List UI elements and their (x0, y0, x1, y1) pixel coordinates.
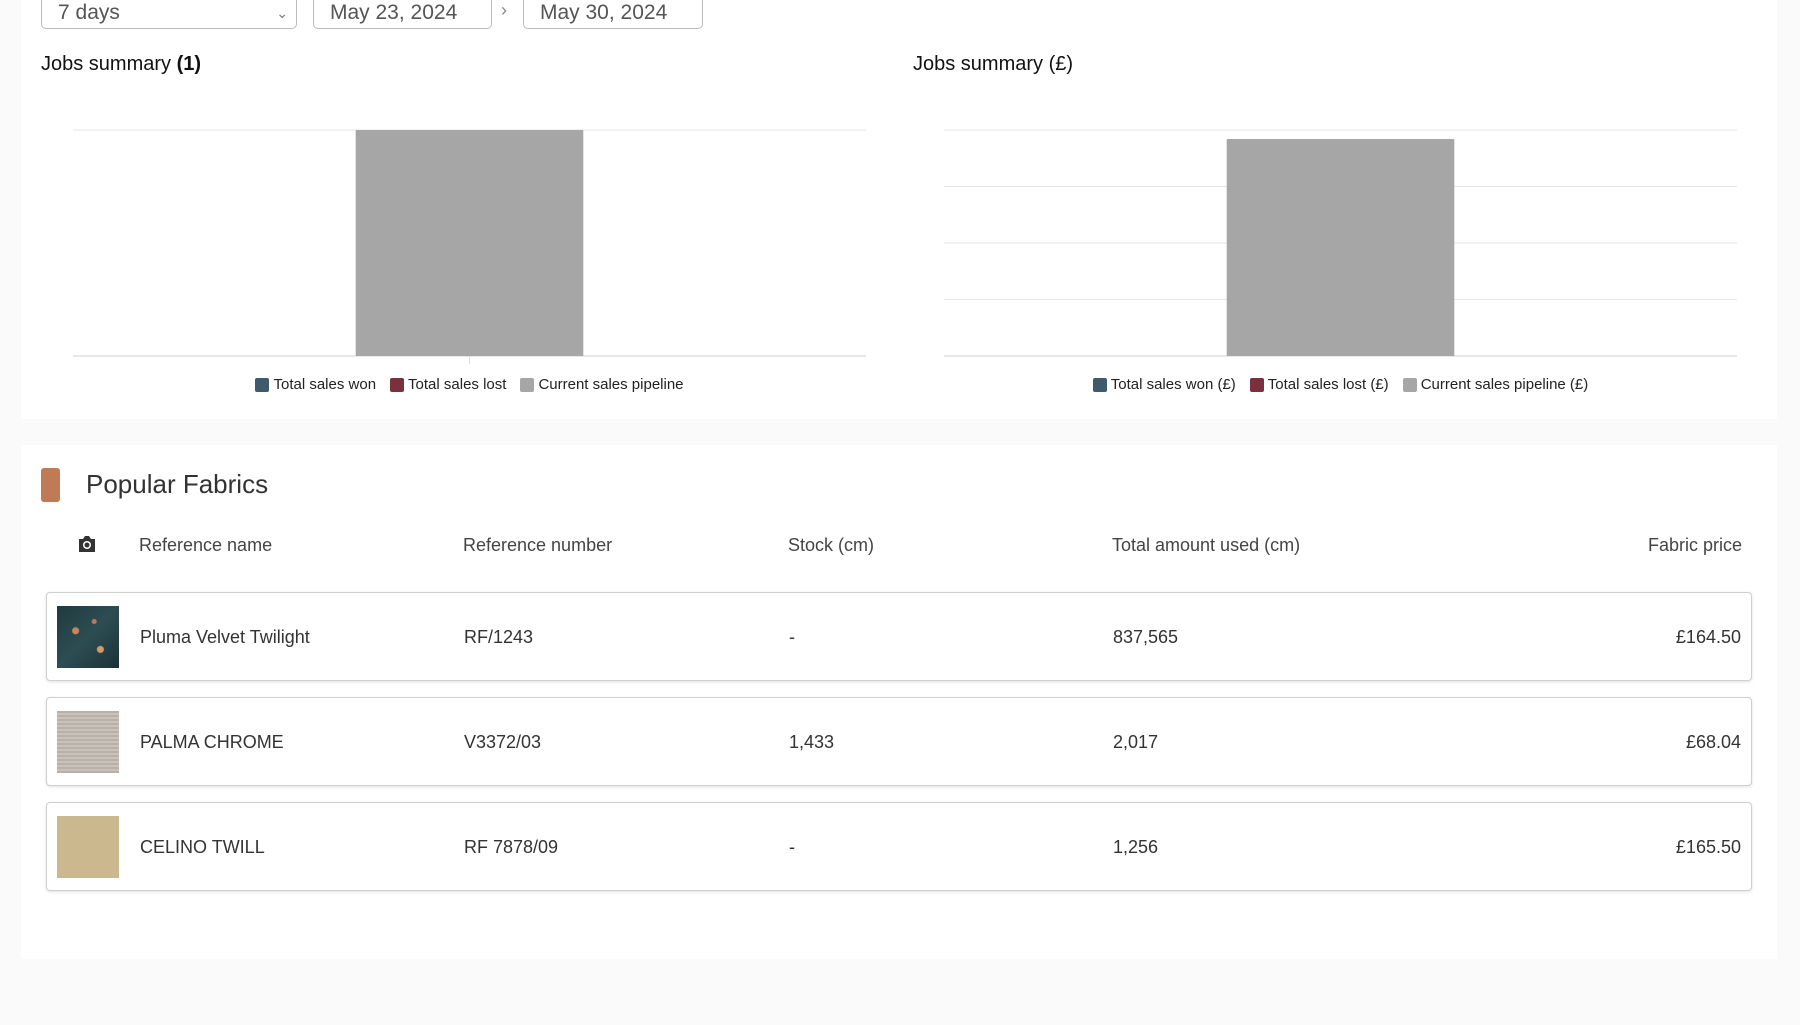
chart-title: Jobs summary (£) (913, 53, 1073, 76)
cell: 837,565 (1113, 627, 1179, 647)
arrow: › (501, 0, 507, 20)
period: 7 days (58, 1, 120, 24)
end-text: May 30, 2024 (540, 1, 668, 24)
legend-label: Total sales won (£) (1110, 376, 1236, 393)
chevron: ⌄ (276, 5, 288, 21)
charts-panel (21, 0, 1777, 419)
chart-title: Jobs summary (1) (41, 53, 201, 76)
legend-item: Current sales pipeline (£) (1402, 376, 1589, 393)
cell: 1,256 (1113, 837, 1159, 857)
legend-swatch (1402, 377, 1417, 392)
legend-swatch (520, 377, 535, 392)
table-row: PALMA CHROME V3372/03 1,433 2,017 £68.04 (46, 697, 1752, 786)
title-text: Jobs summary (£) (913, 53, 1074, 75)
start-text: May 23, 2024 (330, 1, 458, 24)
legend: Total sales won Total sales lost Current s… (73, 376, 866, 393)
plot (73, 129, 866, 364)
cell: Pluma Velvet Twilight (140, 627, 310, 647)
legend-item: Total sales lost (390, 376, 506, 393)
bar (355, 130, 584, 356)
cell: CELINO TWILL (140, 837, 265, 857)
legend-swatch (1092, 377, 1107, 392)
legend-label: Total sales lost (408, 376, 507, 393)
table-row: CELINO TWILL RF 7878/09 - 1,256 £165.50 (46, 802, 1752, 891)
start-date[interactable]: May 23, 2024 (313, 0, 492, 29)
cell: £164.50 (1675, 627, 1741, 647)
section-title: Popular Fabrics (86, 469, 269, 499)
legend: Total sales won (£) Total sales lost (£) C… (944, 376, 1737, 393)
cell: 2,017 (1113, 732, 1159, 752)
legend-label: Current sales pipeline (538, 376, 684, 393)
legend-item: Total sales won (255, 376, 376, 393)
legend-label: Current sales pipeline (£) (1420, 376, 1589, 393)
end-date[interactable]: May 30, 2024 (523, 0, 703, 29)
camera-icon (79, 536, 95, 552)
fabric-thumbnail (57, 711, 119, 773)
period-select[interactable]: 7 days ⌄ (41, 0, 297, 29)
cell: - (789, 837, 795, 857)
title-note: (1) (176, 53, 202, 75)
legend-item: Total sales lost (£) (1249, 376, 1389, 393)
cell: - (789, 627, 795, 647)
column-header: Total amount used (cm) (1112, 535, 1301, 555)
cell: RF 7878/09 (464, 837, 559, 857)
cell: £68.04 (1685, 732, 1741, 752)
fabric-thumbnail (57, 606, 119, 668)
legend-label: Total sales won (273, 376, 377, 393)
legend-swatch (1249, 377, 1264, 392)
plot (944, 129, 1737, 357)
legend-item: Total sales won (£) (1092, 376, 1236, 393)
column-header: Reference name (139, 535, 273, 555)
cell: RF/1243 (464, 627, 534, 647)
cell: £165.50 (1675, 837, 1741, 857)
legend-item: Current sales pipeline (520, 376, 684, 393)
table-row: Pluma Velvet Twilight RF/1243 - 837,565 £164… (46, 592, 1752, 681)
title-text: Jobs summary (41, 53, 172, 75)
bar (1226, 139, 1455, 356)
section-marker (41, 468, 60, 502)
cell: 1,433 (789, 732, 835, 752)
cell: V3372/03 (464, 732, 542, 752)
fabric-thumbnail (57, 816, 119, 878)
legend-swatch (390, 377, 405, 392)
legend-label: Total sales lost (£) (1267, 376, 1389, 393)
column-header: Fabric price (1647, 535, 1742, 555)
cell: PALMA CHROME (140, 732, 284, 752)
column-header: Reference number (463, 535, 613, 555)
legend-swatch (255, 377, 270, 392)
column-header: Stock (cm) (788, 535, 875, 555)
